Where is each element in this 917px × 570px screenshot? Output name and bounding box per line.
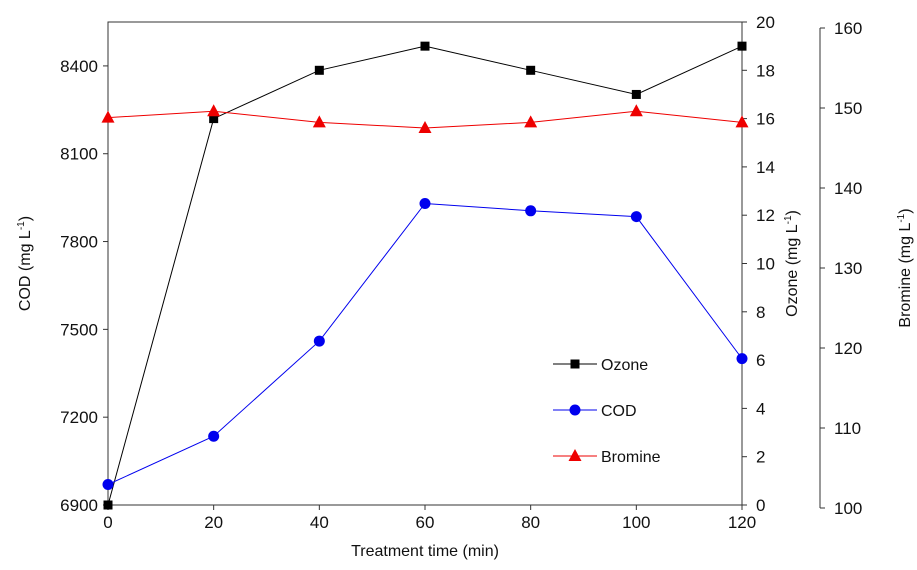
cod-axis-title: COD (mg L-1) — [16, 216, 34, 311]
ozone-tick-label: 10 — [756, 255, 775, 274]
bromine-tick-label: 100 — [834, 499, 862, 518]
bromine-point — [629, 104, 643, 117]
cod-point — [102, 479, 114, 491]
x-tick-label: 80 — [521, 513, 540, 532]
cod-point — [525, 205, 537, 217]
ozone-tick-label: 20 — [756, 13, 775, 32]
ozone-point — [103, 500, 113, 510]
ozone-point — [314, 65, 324, 75]
cod-tick-label: 6900 — [60, 496, 98, 515]
ozone-tick-label: 18 — [756, 61, 775, 80]
bromine-point — [735, 115, 749, 128]
ozone-series — [103, 41, 747, 510]
cod-tick-label: 7500 — [60, 320, 98, 339]
x-tick-label: 60 — [416, 513, 435, 532]
ozone-tick-label: 2 — [756, 448, 765, 467]
bromine-tick-label: 140 — [834, 179, 862, 198]
ozone-tick-label: 12 — [756, 206, 775, 225]
bromine-series — [101, 104, 749, 133]
ozone-tick-label: 16 — [756, 110, 775, 129]
x-tick-label: 0 — [103, 513, 112, 532]
plot-area — [107, 21, 743, 506]
bromine-point — [312, 115, 326, 128]
legend-label: Bromine — [601, 449, 661, 466]
cod-point — [419, 197, 431, 209]
ozone-point — [737, 41, 747, 51]
ozone-point — [420, 41, 430, 51]
legend-item-bromine: Bromine — [553, 449, 661, 466]
bromine-axis: 100 110 120 130 140 150 160 — [819, 19, 862, 518]
bromine-tick-label: 130 — [834, 259, 862, 278]
bromine-point — [524, 115, 538, 128]
ozone-axis: 0 2 4 6 8 10 12 14 16 18 20 — [742, 13, 775, 515]
ozone-tick-label: 14 — [756, 158, 775, 177]
x-tick-label: 40 — [310, 513, 329, 532]
ozone-tick-label: 4 — [756, 399, 765, 418]
cod-point — [313, 335, 325, 347]
series-layer — [101, 41, 749, 510]
cod-point — [630, 211, 642, 223]
ozone-axis-title: Ozone (mg L-1) — [783, 210, 801, 317]
cod-tick-label: 8100 — [60, 145, 98, 164]
x-tick-label: 120 — [728, 513, 756, 532]
legend-label: Ozone — [601, 357, 648, 374]
bromine-point — [207, 104, 221, 117]
bromine-tick-label: 160 — [834, 19, 862, 38]
bromine-tick-label: 120 — [834, 339, 862, 358]
cod-series — [102, 197, 748, 491]
legend-marker — [570, 359, 580, 369]
ozone-tick-label: 6 — [756, 351, 765, 370]
cod-tick-label: 7800 — [60, 233, 98, 252]
cod-tick-label: 7200 — [60, 408, 98, 427]
bromine-tick-label: 110 — [834, 419, 861, 438]
x-axis: 0 20 40 60 80 100 120 — [103, 505, 756, 532]
legend-item-cod: COD — [553, 403, 637, 420]
ozone-tick-label: 0 — [756, 496, 765, 515]
bromine-axis-title: Bromine (mg L-1) — [896, 208, 914, 327]
cod-point — [736, 353, 748, 365]
cod-tick-label: 8400 — [60, 57, 98, 76]
ozone-point — [209, 114, 219, 124]
legend-marker — [568, 449, 582, 461]
x-tick-label: 100 — [622, 513, 650, 532]
ozone-tick-label: 8 — [756, 303, 765, 322]
legend: Ozone COD Bromine — [553, 357, 661, 466]
bromine-point — [418, 121, 432, 133]
bromine-point — [101, 110, 115, 123]
ozone-line — [107, 45, 743, 506]
legend-item-ozone: Ozone — [553, 357, 648, 374]
ozone-point — [526, 65, 536, 75]
ozone-point — [631, 89, 641, 99]
cod-line — [107, 202, 743, 485]
x-tick-label: 20 — [204, 513, 223, 532]
bromine-tick-label: 150 — [834, 99, 862, 118]
legend-label: COD — [601, 403, 637, 420]
cod-point — [208, 430, 220, 442]
x-axis-title: Treatment time (min) — [351, 543, 499, 560]
legend-marker — [569, 404, 581, 416]
cod-axis: 6900 7200 7500 7800 8100 8400 — [60, 57, 108, 515]
